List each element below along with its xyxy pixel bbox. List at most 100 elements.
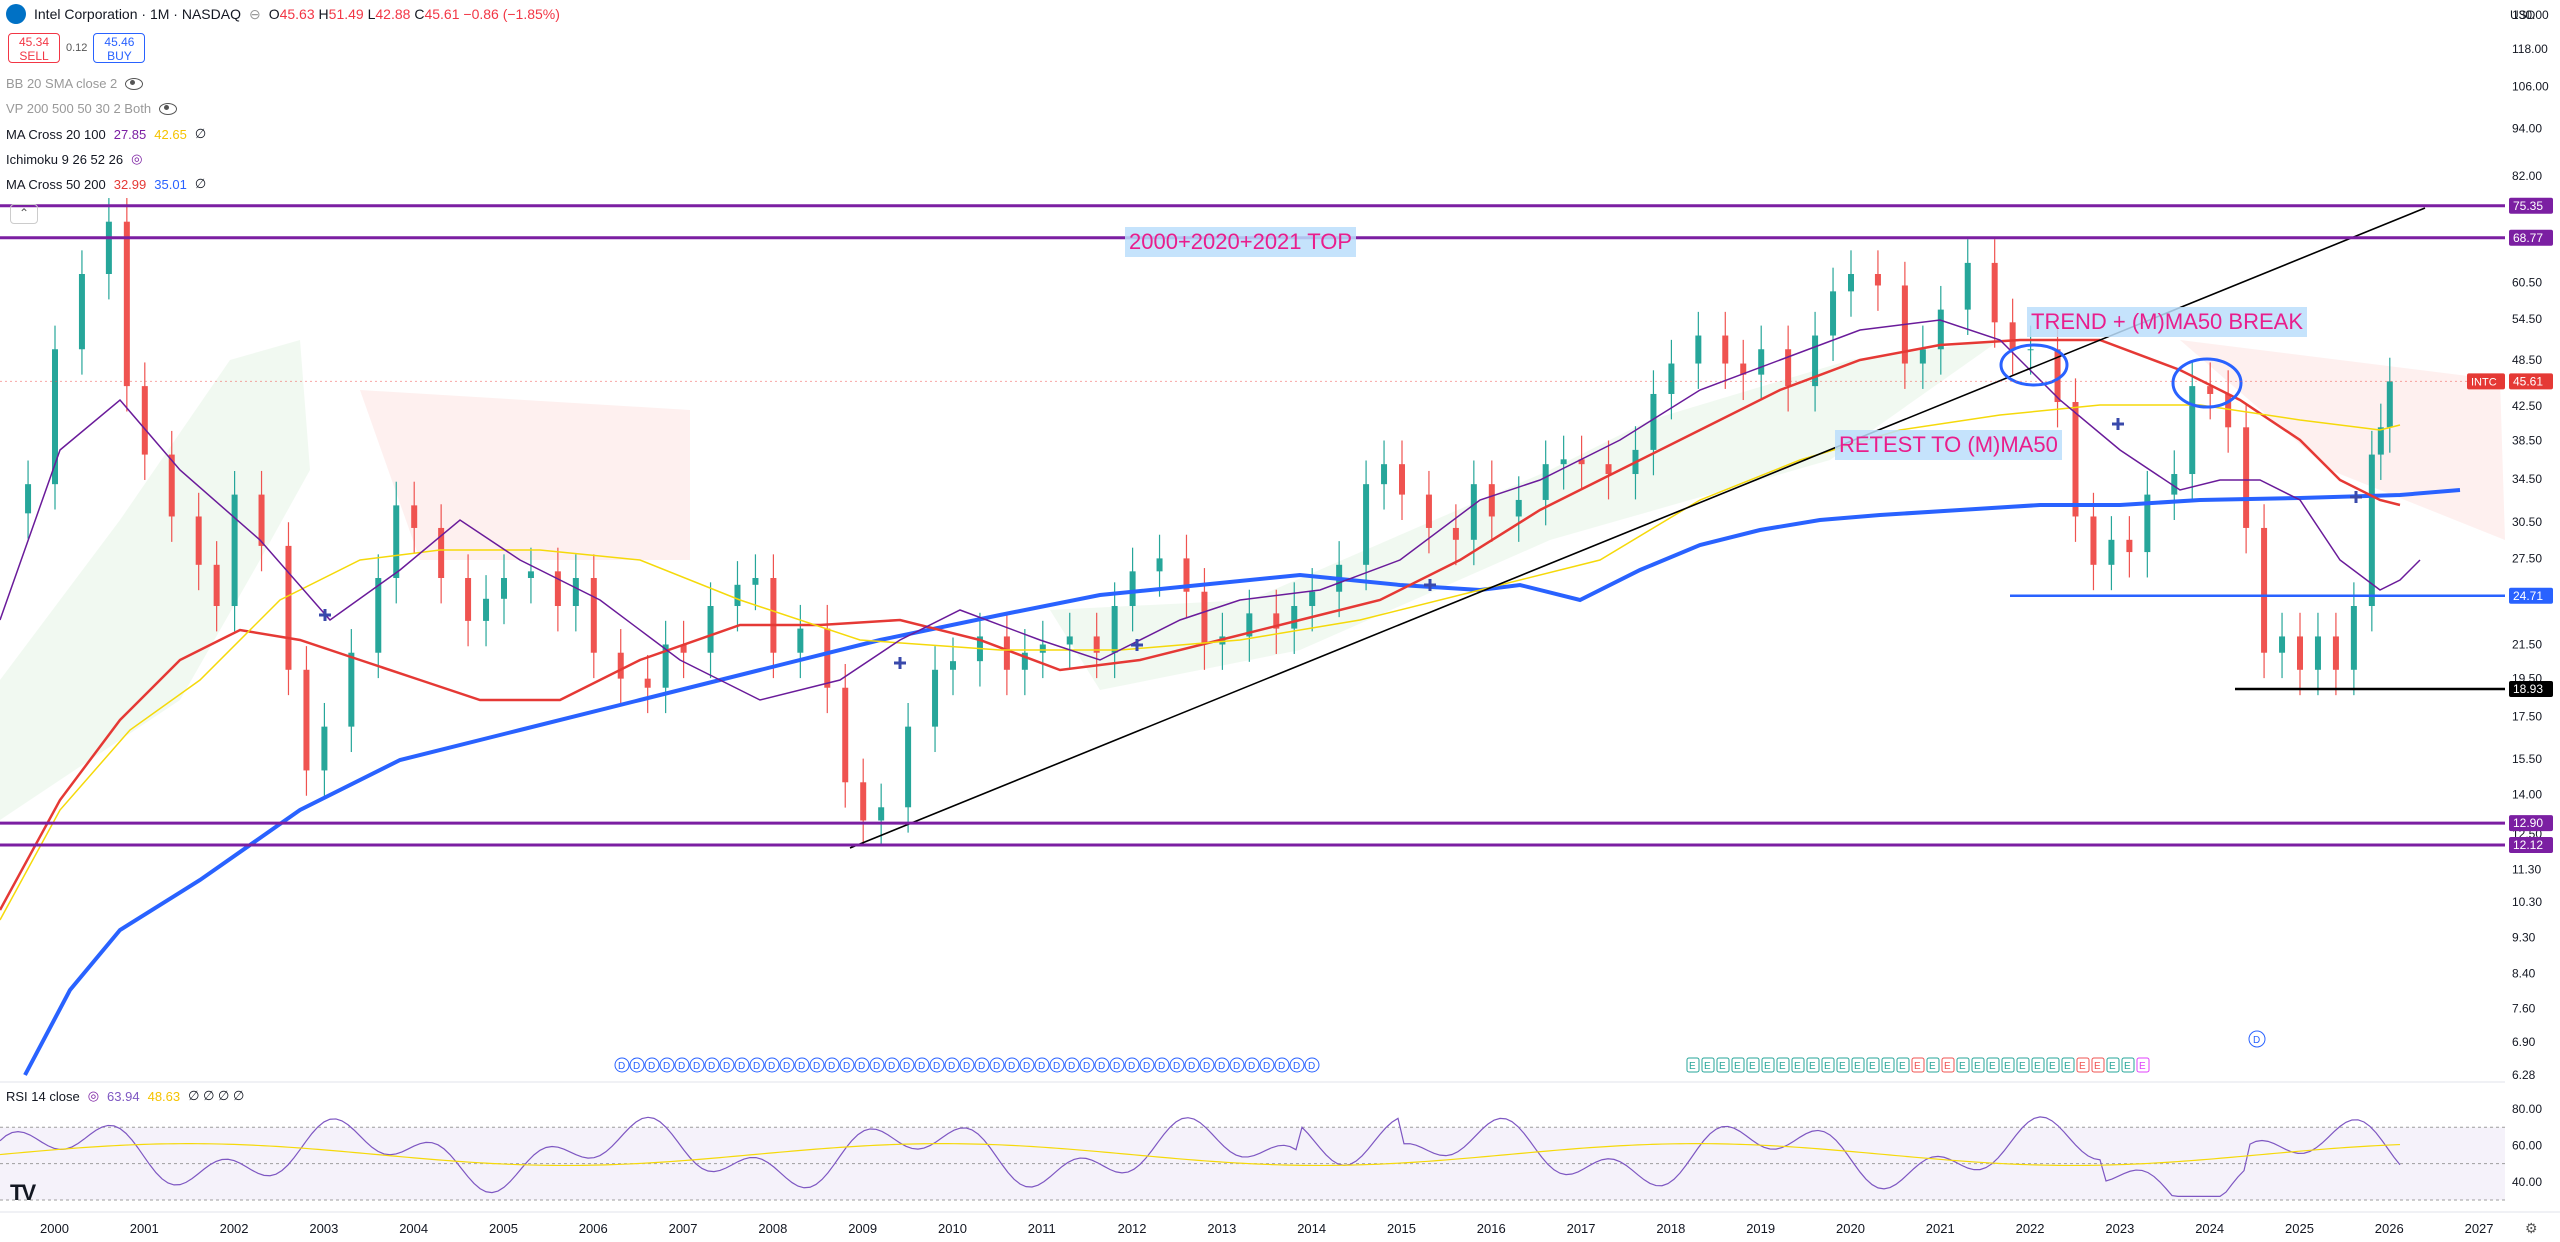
candle-body bbox=[2225, 393, 2232, 428]
time-axis-label: 2001 bbox=[130, 1221, 159, 1236]
eye-hidden-icon[interactable] bbox=[159, 102, 178, 115]
indicator-ichimoku[interactable]: Ichimoku 9 26 52 26 ◎ bbox=[6, 151, 143, 167]
time-axis-label: 2019 bbox=[1746, 1221, 1775, 1236]
dividend-marker-label: D bbox=[888, 1061, 895, 1072]
candle-body bbox=[465, 578, 472, 621]
sell-button[interactable]: 45.34 SELL bbox=[8, 33, 60, 63]
loading-icon: ◎ bbox=[87, 1088, 100, 1103]
price-axis-label: 27.50 bbox=[2512, 551, 2542, 565]
buy-button[interactable]: 45.46 BUY bbox=[93, 33, 146, 63]
rsi-legend[interactable]: RSI 14 close ◎ 63.94 48.63 ∅ ∅ ∅ ∅ bbox=[6, 1088, 245, 1104]
change-value: −0.86 (−1.85%) bbox=[463, 6, 560, 22]
more-icon[interactable]: ⊖ bbox=[248, 5, 261, 22]
dividend-marker-icon bbox=[809, 1057, 825, 1073]
dividend-marker-icon bbox=[1169, 1057, 1185, 1073]
candle-body bbox=[195, 516, 202, 565]
earnings-marker-icon bbox=[1746, 1057, 1760, 1073]
time-axis-label: 2010 bbox=[938, 1221, 967, 1236]
candle-body bbox=[1848, 274, 1854, 292]
dividend-marker-icon bbox=[914, 1057, 930, 1073]
dividend-marker-icon bbox=[1229, 1057, 1245, 1073]
ichimoku-cloud-green bbox=[1050, 340, 2000, 690]
candle-body bbox=[905, 726, 912, 808]
annotation-trend-break[interactable]: TREND + (M)MA50 BREAK bbox=[2027, 307, 2307, 337]
earnings-marker-label: E bbox=[1704, 1061, 1711, 1072]
dividend-marker-label: D bbox=[768, 1061, 775, 1072]
candle-body bbox=[1785, 349, 1792, 387]
price-tag bbox=[2509, 815, 2553, 832]
dividend-marker-icon bbox=[1274, 1057, 1290, 1073]
candle-body bbox=[2027, 349, 2034, 351]
candle-body bbox=[1201, 591, 1208, 645]
dividend-marker-icon bbox=[2248, 1030, 2266, 1048]
rsi-ma-line bbox=[0, 1143, 2401, 1167]
currency-label[interactable]: USD bbox=[2510, 8, 2536, 22]
candle-body bbox=[527, 571, 534, 579]
dividend-marker-icon bbox=[704, 1057, 720, 1073]
candle-body bbox=[1874, 274, 1881, 286]
candle-body bbox=[1542, 464, 1549, 500]
collapse-legend-button[interactable]: ⌃ bbox=[10, 204, 38, 224]
time-axis-label: 2018 bbox=[1656, 1221, 1685, 1236]
annotation-retest[interactable]: RETEST TO (M)MA50 bbox=[1835, 430, 2062, 460]
earnings-marker-label: E bbox=[2049, 1061, 2056, 1072]
dividend-marker-label: D bbox=[1008, 1061, 1015, 1072]
candle-body bbox=[1066, 636, 1073, 645]
price-axis-label: 15.50 bbox=[2512, 752, 2542, 766]
earnings-marker-icon bbox=[2091, 1057, 2105, 1073]
candle-body bbox=[2243, 427, 2250, 528]
indicator-ma-cross-20-100[interactable]: MA Cross 20 100 27.85 42.65 ∅ bbox=[6, 126, 207, 142]
time-axis-label: 2004 bbox=[399, 1221, 428, 1236]
candle-body bbox=[2377, 427, 2384, 455]
candle-body bbox=[1363, 484, 1370, 565]
dividend-marker-icon bbox=[794, 1057, 810, 1073]
ohlc-values: O45.63 H51.49 L42.88 C45.61 −0.86 (−1.85… bbox=[268, 6, 560, 22]
earnings-marker-icon bbox=[1896, 1057, 1910, 1073]
dividend-marker-label: D bbox=[873, 1061, 880, 1072]
price-axis-label: 6.90 bbox=[2512, 1035, 2536, 1049]
dividend-marker-icon bbox=[1049, 1057, 1065, 1073]
dividend-marker-label: D bbox=[693, 1061, 700, 1072]
dividend-marker-label: D bbox=[678, 1061, 685, 1072]
candle-body bbox=[1488, 484, 1495, 517]
earnings-marker-icon bbox=[2031, 1057, 2045, 1073]
earnings-marker-icon bbox=[1866, 1057, 1880, 1073]
dividend-marker-label: D bbox=[1233, 1061, 1240, 1072]
symbol-title[interactable]: Intel Corporation · 1M · NASDAQ bbox=[34, 6, 241, 22]
candle-body bbox=[393, 505, 400, 579]
candle-body bbox=[321, 726, 328, 771]
dividend-marker-icon bbox=[944, 1057, 960, 1073]
earnings-marker-icon bbox=[1701, 1057, 1715, 1073]
indicator-vp[interactable]: VP 200 500 50 30 2 Both bbox=[6, 101, 178, 116]
earnings-marker-icon bbox=[2121, 1057, 2135, 1073]
trade-buttons: 45.34 SELL 0.12 45.46 BUY bbox=[8, 33, 146, 63]
earnings-marker-label: E bbox=[1719, 1061, 1726, 1072]
candle-body bbox=[52, 349, 58, 485]
trend-line bbox=[849, 207, 2426, 849]
indicator-ma-cross-50-200[interactable]: MA Cross 50 200 32.99 35.01 ∅ bbox=[6, 176, 207, 192]
earnings-marker-label: E bbox=[1734, 1061, 1741, 1072]
earnings-marker-icon bbox=[1911, 1057, 1925, 1073]
tradingview-logo[interactable]: TV bbox=[10, 1180, 36, 1205]
dividend-marker-icon bbox=[1124, 1057, 1140, 1073]
candle-body bbox=[2009, 322, 2016, 350]
price-axis-label: 94.00 bbox=[2512, 121, 2542, 135]
annotation-top[interactable]: 2000+2020+2021 TOP bbox=[1125, 227, 1357, 257]
candle-body bbox=[1964, 262, 1971, 310]
candle-body bbox=[1650, 393, 1657, 450]
candle-body bbox=[2279, 636, 2286, 653]
dividend-marker-label: D bbox=[663, 1061, 670, 1072]
candle-body bbox=[1309, 591, 1316, 607]
earnings-marker-label: E bbox=[2109, 1061, 2116, 1072]
earnings-marker-icon bbox=[2076, 1057, 2090, 1073]
dividend-marker-icon bbox=[1154, 1057, 1170, 1073]
eye-hidden-icon[interactable] bbox=[125, 77, 144, 90]
candle-body bbox=[797, 628, 804, 653]
intel-logo-icon bbox=[6, 4, 26, 24]
dividend-marker-icon bbox=[644, 1057, 660, 1073]
candle-body bbox=[1668, 363, 1675, 394]
earnings-marker-label: E bbox=[1989, 1061, 1996, 1072]
indicator-bb[interactable]: BB 20 SMA close 2 bbox=[6, 76, 144, 91]
candle-body bbox=[1425, 494, 1432, 528]
